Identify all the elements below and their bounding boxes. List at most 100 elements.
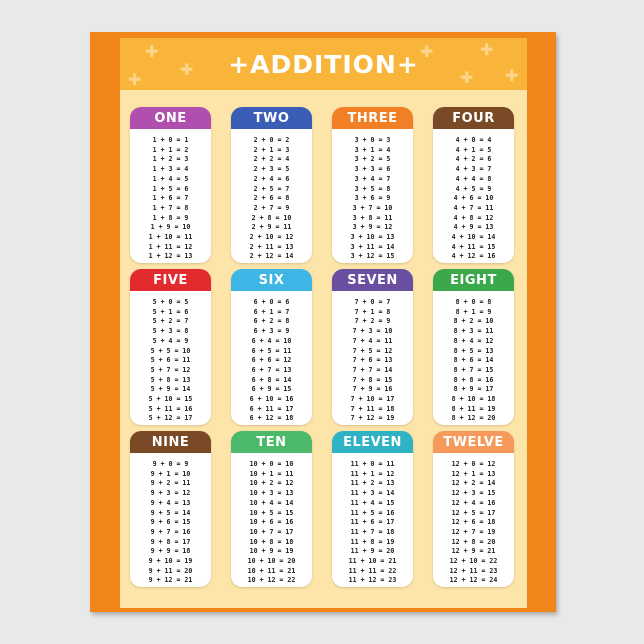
equation: 11 + 5 = 16 <box>350 508 395 517</box>
equation: 9 + 11 = 20 <box>148 566 193 575</box>
equation: 7 + 10 = 17 <box>350 395 395 404</box>
equation: 3 + 8 = 11 <box>352 213 393 222</box>
equation: 4 + 9 = 13 <box>453 223 494 232</box>
equation: 8 + 2 = 10 <box>453 317 494 326</box>
equation: 12 + 7 = 19 <box>451 527 496 536</box>
plus-decoration-icon: ✚ <box>180 60 194 79</box>
equation: 8 + 7 = 15 <box>453 365 494 374</box>
plus-decoration-icon: ✚ <box>505 66 519 85</box>
equation: 7 + 3 = 10 <box>352 327 393 336</box>
equation: 12 + 10 = 22 <box>449 557 498 566</box>
card-header: ONE <box>130 107 211 129</box>
equation: 11 + 7 = 18 <box>350 527 395 536</box>
plus-decoration-icon: ✚ <box>460 68 474 87</box>
equation: 9 + 10 = 19 <box>148 557 193 566</box>
equation: 1 + 0 = 1 <box>152 136 189 144</box>
equation: 7 + 11 = 18 <box>350 404 395 413</box>
equation: 4 + 1 = 5 <box>455 145 492 154</box>
equation: 12 + 0 = 12 <box>451 460 496 468</box>
equation: 1 + 6 = 7 <box>152 194 189 203</box>
equation: 3 + 0 = 3 <box>354 136 391 144</box>
equation: 6 + 9 = 15 <box>251 385 292 394</box>
plus-decoration-icon: ✚ <box>145 42 159 61</box>
equation: 5 + 10 = 15 <box>148 395 193 404</box>
card-header: FOUR <box>433 107 514 129</box>
equation: 2 + 0 = 2 <box>253 136 290 144</box>
equation: 10 + 6 = 16 <box>249 518 294 527</box>
equation: 11 + 1 = 12 <box>350 469 395 478</box>
equation: 7 + 12 = 19 <box>350 414 395 423</box>
plus-decoration-icon: ✚ <box>480 40 494 59</box>
equation: 12 + 3 = 15 <box>451 489 496 498</box>
equation: 5 + 2 = 7 <box>152 317 189 326</box>
equation: 5 + 9 = 14 <box>150 385 191 394</box>
equation: 9 + 9 = 18 <box>150 547 191 556</box>
equation: 9 + 1 = 10 <box>150 469 191 478</box>
equation: 5 + 4 = 9 <box>152 336 189 345</box>
equation: 7 + 4 = 11 <box>352 336 393 345</box>
equation: 12 + 2 = 14 <box>451 479 496 488</box>
equation: 12 + 12 = 24 <box>449 576 498 585</box>
equation: 7 + 0 = 7 <box>354 298 391 306</box>
equation: 7 + 7 = 14 <box>352 365 393 374</box>
equation: 8 + 3 = 11 <box>453 327 494 336</box>
equation: 1 + 11 = 12 <box>148 242 193 251</box>
equation: 1 + 8 = 9 <box>152 213 189 222</box>
equation: 6 + 6 = 12 <box>251 356 292 365</box>
equation: 10 + 3 = 13 <box>249 489 294 498</box>
equation: 2 + 2 = 4 <box>253 155 290 164</box>
equation: 5 + 11 = 16 <box>148 404 193 413</box>
equation: 3 + 5 = 8 <box>354 184 391 193</box>
equation: 4 + 10 = 14 <box>451 233 496 242</box>
equation: 3 + 10 = 13 <box>350 233 395 242</box>
equation: 8 + 1 = 9 <box>455 307 492 316</box>
equation: 2 + 11 = 13 <box>249 242 294 251</box>
equation: 5 + 0 = 5 <box>152 298 189 306</box>
equation: 2 + 6 = 8 <box>253 194 290 203</box>
equation: 4 + 2 = 6 <box>455 155 492 164</box>
equation: 10 + 0 = 10 <box>249 460 294 468</box>
title-band: ✚ ✚ ✚ ✚ ✚ ✚ ✚ +ADDITION+ <box>120 38 527 90</box>
equation: 9 + 7 = 16 <box>150 527 191 536</box>
card-header: EIGHT <box>433 269 514 291</box>
equation: 6 + 0 = 6 <box>253 298 290 306</box>
equation: 3 + 3 = 6 <box>354 165 391 174</box>
equation: 12 + 6 = 18 <box>451 518 496 527</box>
card-header: ELEVEN <box>332 431 413 453</box>
equation: 6 + 5 = 11 <box>251 346 292 355</box>
equation: 5 + 6 = 11 <box>150 356 191 365</box>
equation: 8 + 8 = 16 <box>453 375 494 384</box>
equation: 7 + 9 = 16 <box>352 385 393 394</box>
equation: 5 + 3 = 8 <box>152 327 189 336</box>
equation: 5 + 8 = 13 <box>150 375 191 384</box>
equation: 8 + 9 = 17 <box>453 385 494 394</box>
card-header: TEN <box>231 431 312 453</box>
equation: 2 + 7 = 9 <box>253 203 290 212</box>
plus-decoration-icon: ✚ <box>128 70 142 89</box>
equation: 6 + 8 = 14 <box>251 375 292 384</box>
equation: 1 + 9 = 10 <box>150 223 191 232</box>
equation: 4 + 6 = 10 <box>453 194 494 203</box>
equation: 3 + 2 = 5 <box>354 155 391 164</box>
equation: 6 + 3 = 9 <box>253 327 290 336</box>
equation: 4 + 5 = 9 <box>455 184 492 193</box>
equation: 9 + 6 = 15 <box>150 518 191 527</box>
equation: 3 + 11 = 14 <box>350 242 395 251</box>
equation: 5 + 7 = 12 <box>150 365 191 374</box>
equation: 10 + 2 = 12 <box>249 479 294 488</box>
equation: 4 + 4 = 8 <box>455 174 492 183</box>
equation: 2 + 3 = 5 <box>253 165 290 174</box>
